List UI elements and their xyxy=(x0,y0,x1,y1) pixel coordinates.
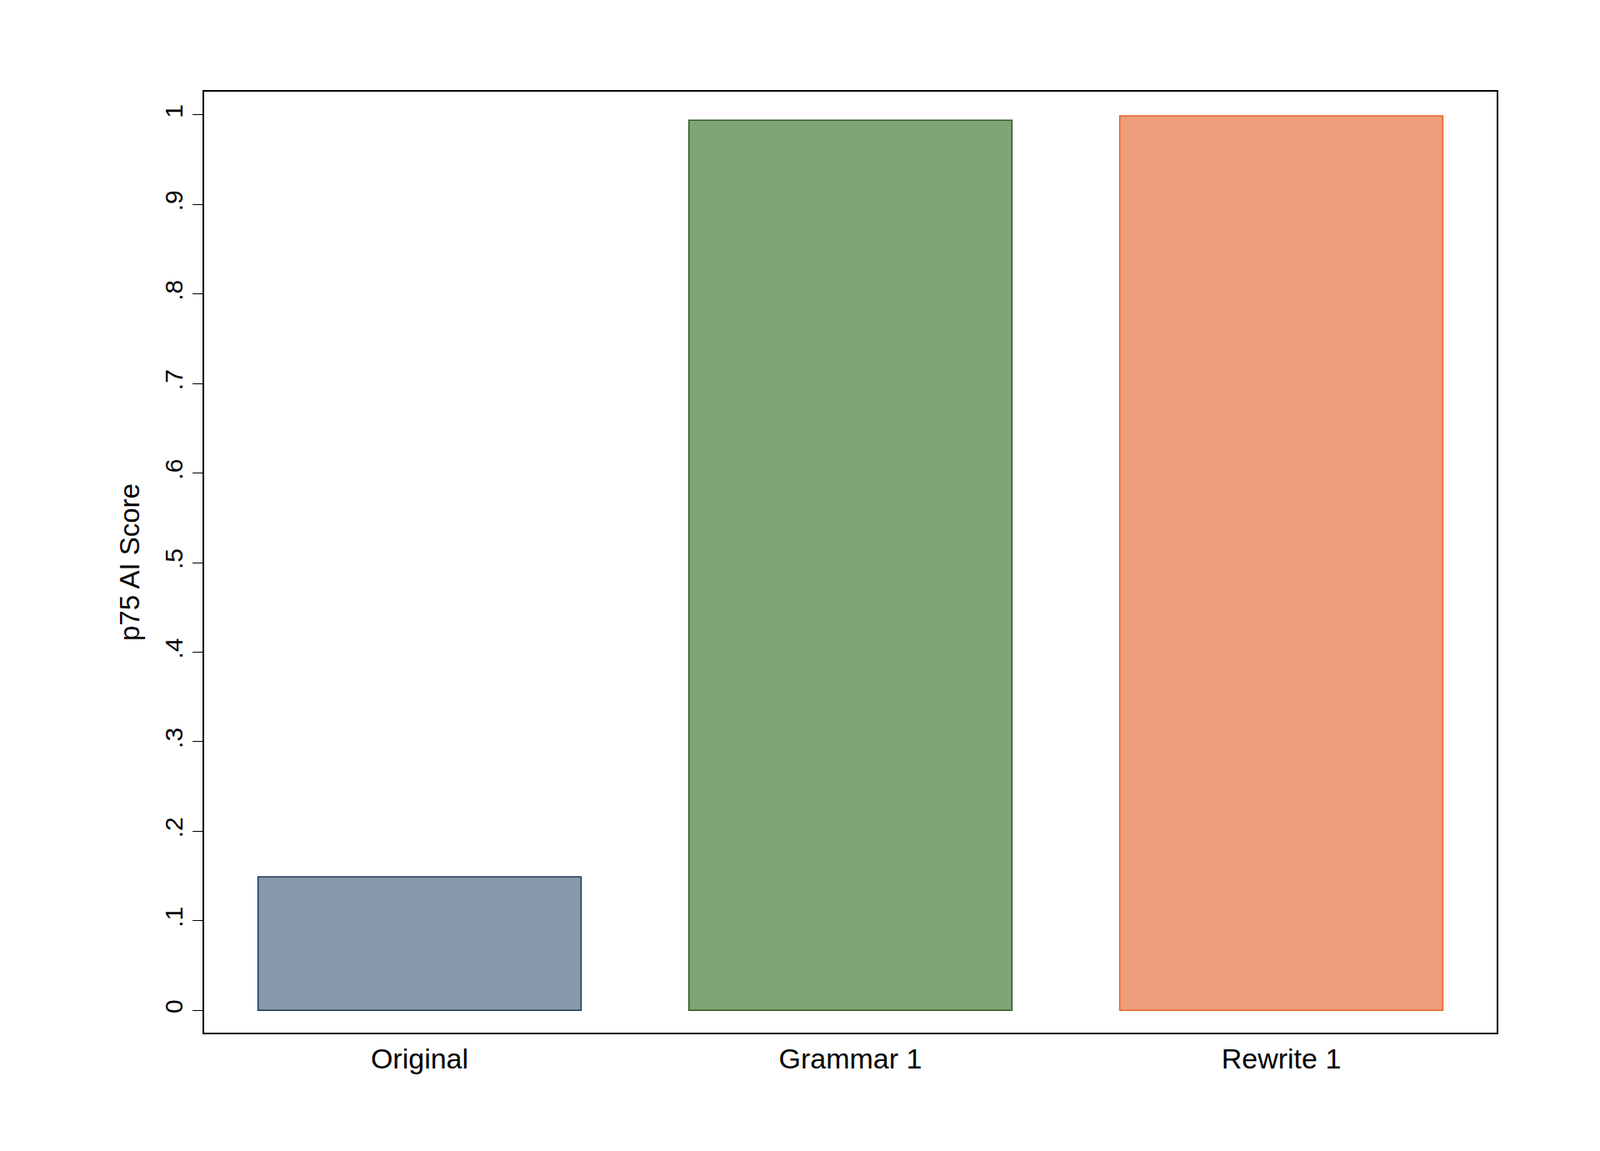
svg-text:Rewrite 1: Rewrite 1 xyxy=(1221,1042,1342,1075)
svg-text:.1: .1 xyxy=(160,906,188,928)
svg-text:Original: Original xyxy=(370,1042,469,1075)
svg-text:.8: .8 xyxy=(160,280,188,301)
svg-text:.7: .7 xyxy=(160,369,188,390)
svg-text:.4: .4 xyxy=(160,637,188,659)
svg-text:p75 AI Score: p75 AI Score xyxy=(114,483,145,641)
svg-text:.9: .9 xyxy=(160,190,188,211)
svg-text:.5: .5 xyxy=(160,548,188,570)
svg-text:.6: .6 xyxy=(160,459,188,480)
svg-text:.2: .2 xyxy=(160,816,188,838)
svg-text:.3: .3 xyxy=(160,727,188,749)
svg-text:1: 1 xyxy=(160,104,188,119)
svg-text:Grammar 1: Grammar 1 xyxy=(779,1042,923,1075)
svg-text:0: 0 xyxy=(160,999,188,1014)
